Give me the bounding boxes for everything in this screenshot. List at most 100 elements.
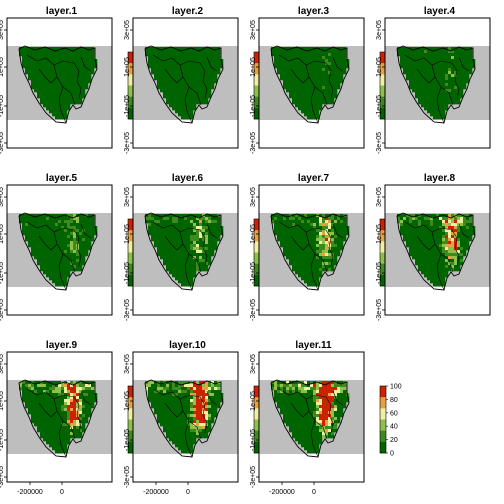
raster-cell xyxy=(148,50,152,54)
raster-cell xyxy=(307,274,311,278)
raster-cell xyxy=(55,83,59,87)
raster-cell xyxy=(277,229,281,233)
raster-cell xyxy=(289,387,293,391)
raster-cell xyxy=(22,384,26,388)
raster-cell xyxy=(316,50,320,54)
raster-cell xyxy=(448,71,452,75)
raster-cell xyxy=(58,86,62,90)
raster-cell xyxy=(196,83,200,87)
raster-cell xyxy=(457,226,461,230)
raster-cell xyxy=(76,235,80,239)
raster-cell xyxy=(160,235,164,239)
raster-cell xyxy=(436,56,440,60)
raster-cell xyxy=(415,65,419,69)
raster-cell xyxy=(289,80,293,84)
raster-cell xyxy=(190,238,194,242)
raster-cell xyxy=(316,89,320,93)
raster-cell xyxy=(43,86,47,90)
raster-cell xyxy=(175,256,179,260)
raster-cell xyxy=(172,74,176,78)
raster-cell xyxy=(28,390,32,394)
raster-cell xyxy=(64,441,68,445)
raster-cell xyxy=(214,220,218,224)
raster-cell xyxy=(412,232,416,236)
raster-cell xyxy=(211,217,215,221)
raster-cell xyxy=(199,53,203,57)
raster-cell xyxy=(70,259,74,263)
raster-cell xyxy=(55,47,59,51)
raster-cell xyxy=(445,92,449,96)
raster-cell xyxy=(61,429,65,433)
raster-cell xyxy=(316,259,320,263)
raster-cell xyxy=(205,220,209,224)
raster-cell xyxy=(196,214,200,218)
raster-cell xyxy=(325,98,329,102)
raster-cell xyxy=(331,101,335,105)
raster-cell xyxy=(76,62,80,66)
raster-cell xyxy=(154,223,158,227)
raster-cell xyxy=(34,423,38,427)
raster-cell xyxy=(451,253,455,257)
raster-cell xyxy=(25,405,29,409)
raster-cell xyxy=(187,95,191,99)
raster-cell xyxy=(301,438,305,442)
raster-cell xyxy=(49,432,53,436)
raster-cell xyxy=(295,268,299,272)
raster-cell xyxy=(160,247,164,251)
raster-cell xyxy=(166,101,170,105)
raster-cell xyxy=(427,107,431,111)
raster-cell xyxy=(328,86,332,90)
legend-swatch xyxy=(128,419,134,431)
raster-cell xyxy=(151,71,155,75)
raster-cell xyxy=(439,217,443,221)
raster-cell xyxy=(280,226,284,230)
raster-cell xyxy=(211,220,215,224)
raster-cell xyxy=(436,50,440,54)
raster-cell xyxy=(211,71,215,75)
raster-cell xyxy=(331,50,335,54)
raster-cell xyxy=(157,220,161,224)
raster-cell xyxy=(451,220,455,224)
raster-cell xyxy=(85,68,89,72)
raster-cell xyxy=(178,220,182,224)
raster-cell xyxy=(205,429,209,433)
raster-cell xyxy=(322,80,326,84)
raster-cell xyxy=(184,444,188,448)
raster-cell xyxy=(343,68,347,72)
raster-cell xyxy=(82,241,86,245)
raster-cell xyxy=(430,86,434,90)
raster-cell xyxy=(337,223,341,227)
raster-cell xyxy=(331,247,335,251)
raster-cell xyxy=(55,429,59,433)
raster-cell xyxy=(196,408,200,412)
raster-cell xyxy=(301,381,305,385)
raster-cell xyxy=(160,89,164,93)
raster-cell xyxy=(31,65,35,69)
raster-cell xyxy=(187,83,191,87)
raster-cell xyxy=(205,95,209,99)
raster-cell xyxy=(316,432,320,436)
raster-cell xyxy=(178,271,182,275)
raster-cell xyxy=(157,253,161,257)
raster-cell xyxy=(19,217,23,221)
raster-cell xyxy=(172,95,176,99)
raster-cell xyxy=(31,402,35,406)
raster-cell xyxy=(79,408,83,412)
raster-cell xyxy=(331,259,335,263)
raster-cell xyxy=(79,432,83,436)
raster-cell xyxy=(22,393,26,397)
raster-cell xyxy=(202,405,206,409)
raster-cell xyxy=(289,429,293,433)
raster-cell xyxy=(316,62,320,66)
raster-cell xyxy=(301,402,305,406)
raster-cell xyxy=(61,53,65,57)
district-boundary xyxy=(73,62,82,100)
raster-cell xyxy=(310,259,314,263)
raster-cell xyxy=(79,399,83,403)
raster-cell xyxy=(193,59,197,63)
raster-cell xyxy=(70,253,74,257)
raster-cell xyxy=(316,98,320,102)
raster-cell xyxy=(88,65,92,69)
raster-cell xyxy=(43,426,47,430)
raster-cell xyxy=(424,56,428,60)
